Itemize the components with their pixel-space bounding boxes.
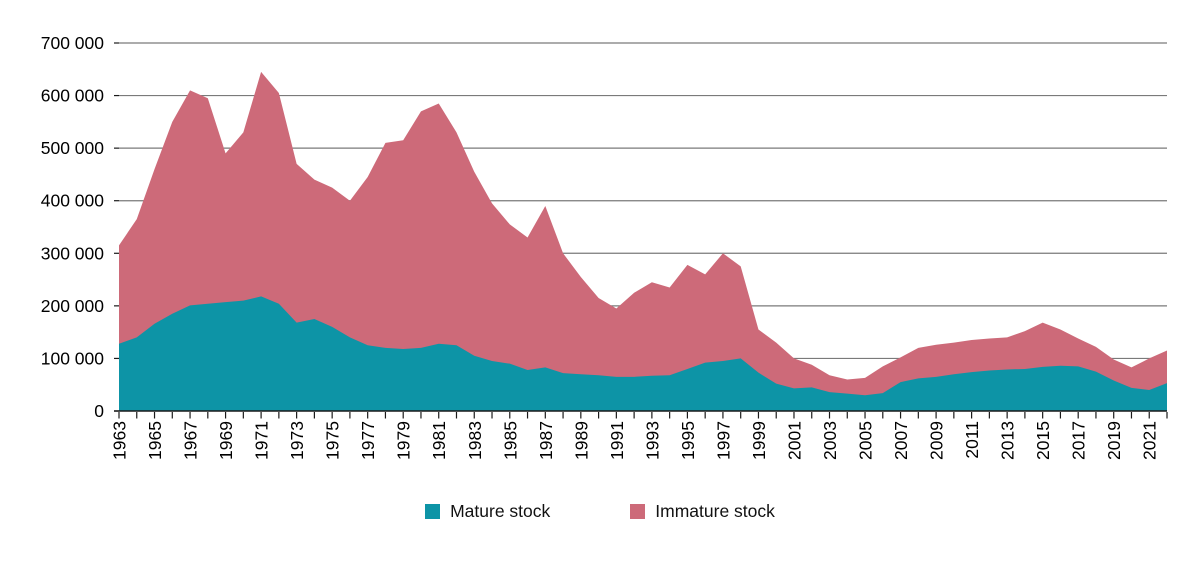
y-tick-label: 700 000 (41, 33, 105, 53)
x-tick-label: 1997 (713, 421, 733, 460)
x-tick-label: 2021 (1140, 421, 1160, 460)
y-tick-label: 100 000 (41, 348, 105, 368)
x-tick-label: 2005 (856, 421, 876, 460)
x-tick-label: 1993 (642, 421, 662, 460)
x-tick-label: 1967 (181, 421, 201, 460)
x-tick-label: 1963 (110, 421, 130, 460)
mature-stock-area (119, 296, 1167, 411)
x-tick-label: 2017 (1069, 421, 1089, 460)
x-tick-label: 1999 (749, 421, 769, 460)
x-tick-label: 1971 (252, 421, 272, 460)
immature-stock-area (119, 71, 1167, 412)
x-tick-label: 1989 (571, 421, 591, 460)
x-tick-label: 2013 (998, 421, 1018, 460)
x-tick-label: 2011 (962, 421, 982, 459)
y-tick-label: 300 000 (41, 243, 105, 263)
mature-stock-swatch (425, 504, 441, 520)
x-tick-label: 1983 (465, 421, 485, 460)
x-tick-label: 1985 (500, 421, 520, 460)
legend-item-immature: Immature stock (630, 501, 775, 521)
y-tick-label: 600 000 (41, 86, 105, 106)
x-tick-label: 1965 (145, 421, 165, 460)
immature-stock-label: Immature stock (655, 501, 775, 521)
x-tick-label: 1991 (607, 421, 627, 460)
x-tick-label: 1981 (429, 421, 449, 460)
x-tick-label: 2001 (784, 421, 804, 460)
x-tick-label: 1969 (216, 421, 236, 460)
x-tick-label: 2007 (891, 421, 911, 460)
x-tick-label: 1977 (358, 421, 378, 460)
x-tick-label: 2019 (1104, 421, 1124, 460)
x-tick-label: 2009 (927, 421, 947, 460)
x-tick-label: 2015 (1033, 421, 1053, 460)
x-tick-label: 1979 (394, 421, 414, 460)
y-tick-label: 200 000 (41, 296, 105, 316)
legend: Mature stock Immature stock (0, 501, 1200, 521)
x-tick-label: 1995 (678, 421, 698, 460)
mature-stock-label: Mature stock (450, 501, 551, 521)
y-tick-label: 400 000 (41, 191, 105, 211)
x-tick-label: 1987 (536, 421, 556, 460)
x-tick-label: 2003 (820, 421, 840, 460)
y-tick-label: 0 (94, 401, 104, 421)
x-tick-label: 1975 (323, 421, 343, 460)
immature-stock-swatch (630, 504, 646, 520)
legend-item-mature: Mature stock (425, 501, 551, 521)
y-tick-label: 500 000 (41, 138, 105, 158)
x-tick-label: 1973 (287, 421, 307, 460)
